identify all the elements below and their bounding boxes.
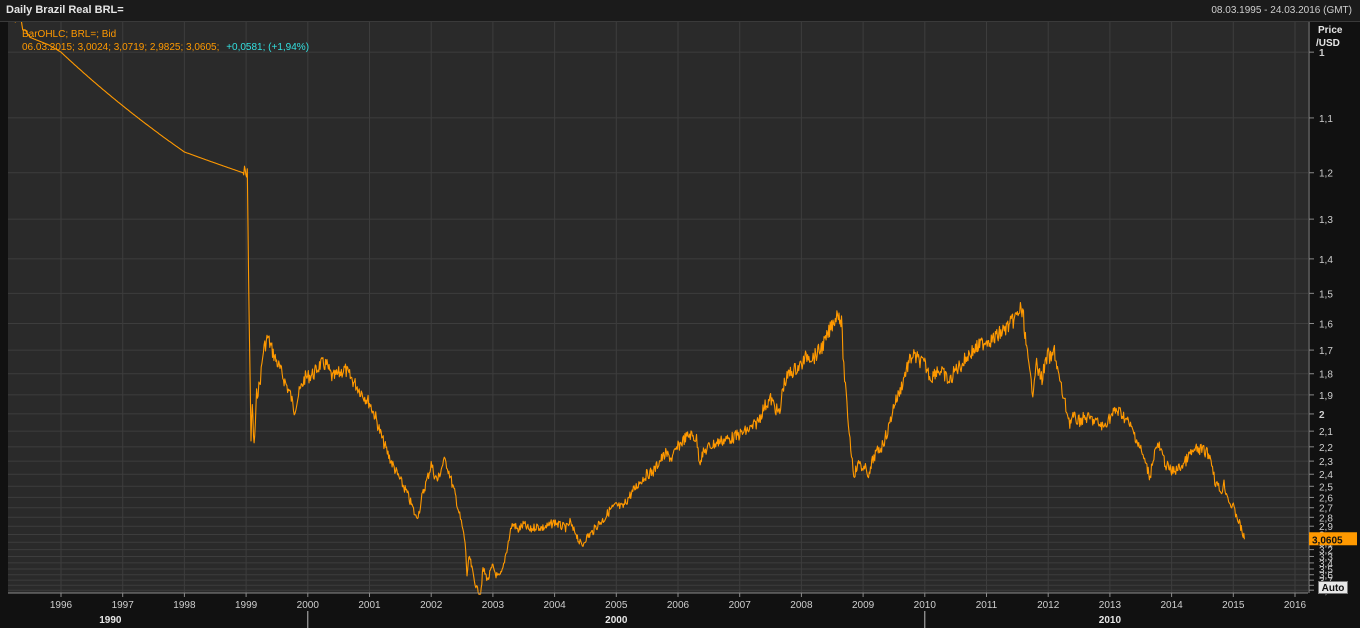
decade-label: 1990 [99,615,122,626]
x-tick-label: 2013 [1099,600,1122,611]
y-tick-label: 2,4 [1319,470,1333,481]
y-tick-label: 2,7 [1319,504,1333,515]
price-chart[interactable]: 1 1,1 1,2 1,3 1,4 1,5 1,6 1,7 1,8 1,9 2 2,1 2,2 2,3 2,… [0,22,1360,628]
x-tick-label: 2012 [1037,600,1060,611]
date-range: 08.03.1995 - 24.03.2016 (GMT) [1211,5,1352,16]
y-tick-label: 3,2 [1319,546,1333,557]
y-tick-label: 2,9 [1319,522,1333,533]
y-tick-label: 1,2 [1319,169,1333,180]
x-tick-label: 2009 [852,600,875,611]
x-tick-label: 2005 [605,600,628,611]
legend-line2: 06.03.2015; 3,0024; 3,0719; 2,9825; 3,06… [22,42,309,53]
x-tick-label: 2001 [358,600,381,611]
legend-change: +0,0581; (+1,94%) [226,42,309,53]
x-tick-label: 1997 [112,600,135,611]
y-tick-label: 3,4 [1319,559,1333,570]
x-tick-label: 2014 [1160,600,1183,611]
y-tick-label: 3,6 [1319,571,1333,582]
y-tick-label: 1,3 [1319,215,1333,226]
y-tick-label: 1,9 [1319,391,1333,402]
x-tick-label: 1998 [173,600,196,611]
y-tick-label: 3,3 [1319,552,1333,563]
y-tick-label: 1,7 [1319,346,1333,357]
y-tick-label: 1,4 [1319,255,1333,266]
y-tick-label: 2,3 [1319,457,1333,468]
legend-line1: BarOHLC; BRL=; Bid [22,29,116,40]
x-tick-label: 2007 [729,600,752,611]
x-tick-label: 2015 [1222,600,1245,611]
x-tick-label: 2002 [420,600,443,611]
x-tick-label: 2003 [482,600,505,611]
last-value-tag: 3,0605 [1309,532,1357,546]
y-axis-title-price: Price [1318,25,1343,36]
y-tick-label: 3,5 [1319,565,1333,576]
decade-label: 2010 [1099,615,1122,626]
y-tick-label: 2 [1319,410,1325,421]
x-tick-label: 2016 [1284,600,1307,611]
y-tick-label: 2,8 [1319,513,1333,524]
y-tick-label: 1,5 [1319,289,1333,300]
y-tick-label: 1,8 [1319,370,1333,381]
last-value-label: 3,0605 [1312,535,1343,546]
x-tick-label: 2006 [667,600,690,611]
x-tick-label: 1999 [235,600,258,611]
chart-header: Daily Brazil Real BRL= 08.03.1995 - 24.0… [0,0,1360,22]
x-tick-label: 2008 [790,600,813,611]
x-tick-label: 2011 [976,600,998,611]
decade-label: 2000 [605,615,628,626]
x-tick-label: 2004 [543,600,566,611]
y-tick-label: 1 [1319,48,1325,59]
series-line [14,22,1245,595]
x-axis: 1996 1997 1998 1999 2000 2001 2002 2003 2004 2005… [8,592,1308,628]
chart-title: Daily Brazil Real BRL= [6,4,124,16]
y-axis-title-unit: /USD [1316,38,1340,49]
y-tick-label: 2,1 [1319,427,1333,438]
legend-ohlc-values: 06.03.2015; 3,0024; 3,0719; 2,9825; 3,06… [22,42,219,53]
auto-scale-button[interactable]: Auto [1318,581,1348,594]
x-tick-label: 1996 [50,600,73,611]
y-tick-label: 2,5 [1319,482,1333,493]
x-tick-label: 2000 [297,600,320,611]
x-tick-label: 2010 [914,600,937,611]
y-tick-label: 2,6 [1319,493,1333,504]
y-tick-label: 2,2 [1319,443,1333,454]
y-tick-label: 1,6 [1319,319,1333,330]
gridlines [8,22,1308,593]
y-tick-label: 1,1 [1319,114,1333,125]
series-brl [14,22,1245,595]
